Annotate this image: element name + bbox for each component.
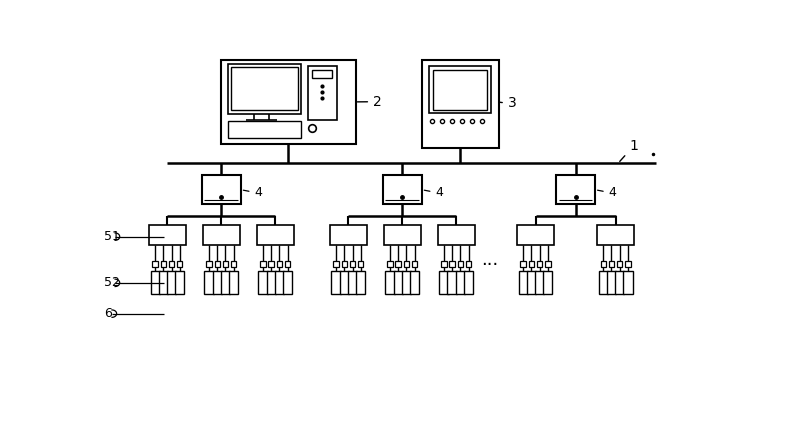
Bar: [597, 225, 634, 245]
Bar: [466, 260, 471, 267]
Bar: [441, 260, 446, 267]
Bar: [545, 260, 550, 267]
Bar: [227, 121, 301, 138]
Bar: [342, 260, 347, 267]
Bar: [153, 260, 158, 267]
Bar: [277, 260, 282, 267]
Bar: [257, 225, 294, 245]
Bar: [464, 271, 473, 294]
Bar: [517, 225, 554, 245]
Bar: [438, 225, 474, 245]
Bar: [340, 271, 349, 294]
Bar: [535, 271, 544, 294]
Bar: [439, 271, 449, 294]
Bar: [331, 271, 341, 294]
Bar: [395, 260, 401, 267]
Bar: [601, 260, 606, 267]
Bar: [404, 260, 409, 267]
Bar: [229, 271, 238, 294]
Bar: [149, 225, 186, 245]
Bar: [529, 260, 534, 267]
Bar: [384, 225, 421, 245]
Bar: [356, 271, 366, 294]
Bar: [543, 271, 553, 294]
Bar: [450, 260, 454, 267]
Bar: [430, 66, 491, 114]
Bar: [350, 260, 355, 267]
Text: ...: ...: [481, 251, 498, 269]
Bar: [617, 260, 622, 267]
Bar: [214, 260, 220, 267]
Text: 4: 4: [598, 186, 617, 199]
Text: 4: 4: [424, 186, 443, 199]
Bar: [307, 66, 337, 120]
Bar: [231, 260, 236, 267]
Bar: [283, 271, 292, 294]
Bar: [422, 60, 498, 148]
Bar: [158, 271, 168, 294]
Bar: [458, 260, 463, 267]
Bar: [521, 260, 526, 267]
Bar: [402, 271, 411, 294]
Bar: [222, 260, 228, 267]
Bar: [358, 260, 363, 267]
Bar: [526, 271, 536, 294]
Bar: [203, 225, 240, 245]
Bar: [387, 260, 393, 267]
Bar: [167, 271, 176, 294]
Bar: [609, 260, 614, 267]
Bar: [221, 271, 230, 294]
Bar: [169, 260, 174, 267]
Bar: [626, 260, 630, 267]
Bar: [205, 271, 214, 294]
Bar: [269, 260, 274, 267]
Text: 4: 4: [243, 186, 262, 199]
Text: 51: 51: [104, 230, 120, 243]
Text: 3: 3: [500, 96, 517, 110]
Bar: [394, 271, 403, 294]
Bar: [383, 175, 422, 204]
Bar: [150, 271, 160, 294]
Bar: [206, 260, 212, 267]
Text: 1: 1: [620, 139, 638, 162]
Bar: [623, 271, 633, 294]
Bar: [607, 271, 616, 294]
Bar: [312, 70, 332, 78]
Bar: [161, 260, 166, 267]
Text: 2: 2: [358, 95, 382, 109]
Bar: [348, 271, 357, 294]
Bar: [274, 271, 284, 294]
Bar: [230, 67, 298, 110]
Bar: [386, 271, 394, 294]
Bar: [258, 271, 267, 294]
Bar: [285, 260, 290, 267]
Text: 52: 52: [104, 276, 120, 289]
Bar: [260, 260, 266, 267]
Bar: [334, 260, 338, 267]
Bar: [537, 260, 542, 267]
Text: 6: 6: [104, 307, 112, 320]
Bar: [412, 260, 418, 267]
Bar: [227, 64, 301, 114]
Bar: [456, 271, 465, 294]
Bar: [222, 60, 356, 144]
Bar: [410, 271, 419, 294]
Bar: [433, 70, 487, 110]
Bar: [615, 271, 624, 294]
Bar: [177, 260, 182, 267]
Bar: [175, 271, 184, 294]
Bar: [202, 175, 241, 204]
Bar: [330, 225, 367, 245]
Bar: [213, 271, 222, 294]
Bar: [447, 271, 457, 294]
Bar: [518, 271, 528, 294]
Bar: [556, 175, 594, 204]
Bar: [598, 271, 608, 294]
Bar: [266, 271, 276, 294]
